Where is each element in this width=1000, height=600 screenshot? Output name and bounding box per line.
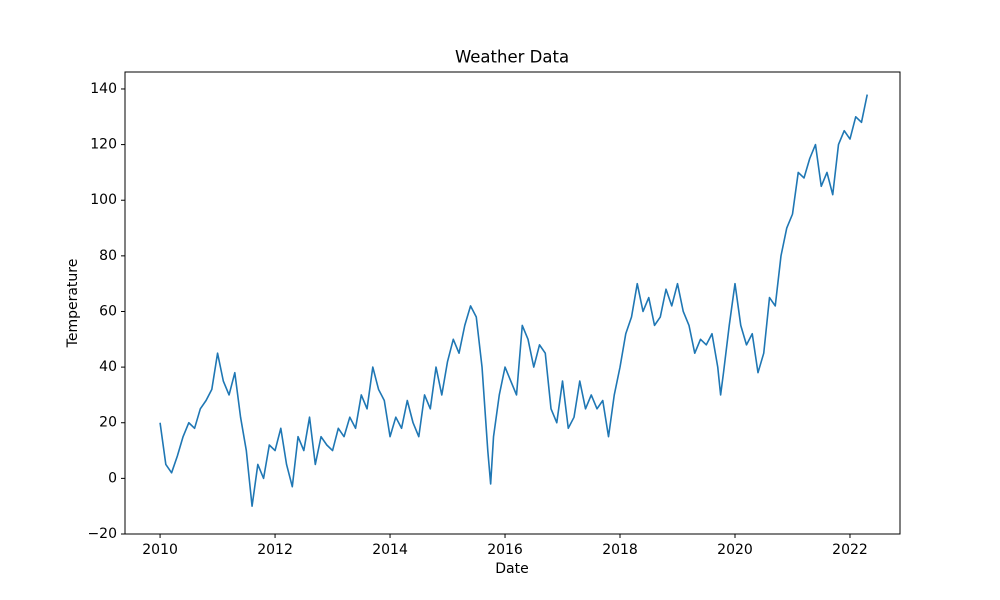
x-tick-label: 2012: [257, 542, 293, 558]
y-tick-label: 0: [108, 470, 117, 486]
y-tick-label: 20: [99, 415, 117, 431]
y-tick-label: 100: [90, 192, 117, 208]
y-tick-label: −20: [87, 526, 117, 542]
x-axis-label: Date: [495, 561, 528, 577]
y-tick-label: 40: [99, 359, 117, 375]
data-line: [159, 94, 869, 507]
chart-title: Weather Data: [455, 48, 569, 67]
y-tick-label: 140: [90, 81, 117, 97]
x-tick-label: 2020: [717, 542, 753, 558]
y-tick-label: 60: [99, 303, 117, 319]
x-tick-label: 2022: [832, 542, 868, 558]
y-axis-label: Temperature: [65, 259, 81, 349]
x-tick-label: 2014: [372, 542, 408, 558]
x-tick-label: 2016: [487, 542, 523, 558]
y-tick-label: 120: [90, 137, 117, 153]
x-tick-label: 2010: [142, 542, 178, 558]
x-tick-label: 2018: [602, 542, 638, 558]
plot-frame: [124, 71, 901, 535]
y-tick-label: 80: [99, 248, 117, 264]
